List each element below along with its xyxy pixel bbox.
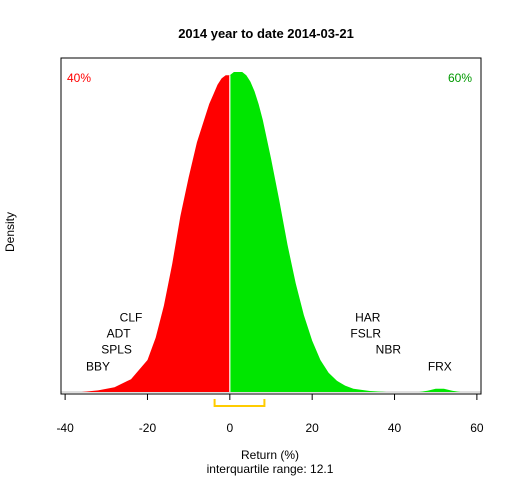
ticker-label: CLF — [120, 310, 143, 324]
negative-share-label: 40% — [67, 71, 91, 85]
x-tick-label: 40 — [388, 421, 402, 435]
ticker-label: HAR — [355, 310, 381, 324]
plot-frame — [60, 57, 482, 395]
y-axis-label: Density — [3, 212, 17, 252]
ticker-label: BBY — [86, 359, 110, 373]
plot-area — [61, 72, 481, 407]
chart-title: 2014 year to date 2014-03-21 — [178, 26, 354, 41]
positive-returns-area — [229, 72, 461, 392]
x-tick-label: 20 — [305, 421, 319, 435]
x-tick-label: 0 — [226, 421, 233, 435]
ticker-label: ADT — [107, 326, 132, 340]
ticker-label: SPLS — [101, 342, 132, 356]
x-axis: -40 -20 0 20 40 60 — [56, 394, 484, 435]
negative-returns-area — [81, 75, 230, 392]
iqr-subtitle: interquartile range: 12.1 — [207, 462, 334, 476]
ticker-label: NBR — [376, 342, 402, 356]
ticker-annotations: CLF ADT SPLS BBY HAR FSLR NBR FRX — [86, 310, 452, 373]
ticker-label: FRX — [428, 359, 452, 373]
x-tick-label: 60 — [470, 421, 484, 435]
x-axis-label: Return (%) — [241, 448, 299, 462]
x-tick-label: -40 — [56, 421, 74, 435]
iqr-bracket — [213, 399, 266, 407]
ticker-label: FSLR — [350, 326, 381, 340]
x-tick-label: -20 — [139, 421, 157, 435]
positive-share-label: 60% — [448, 71, 472, 85]
